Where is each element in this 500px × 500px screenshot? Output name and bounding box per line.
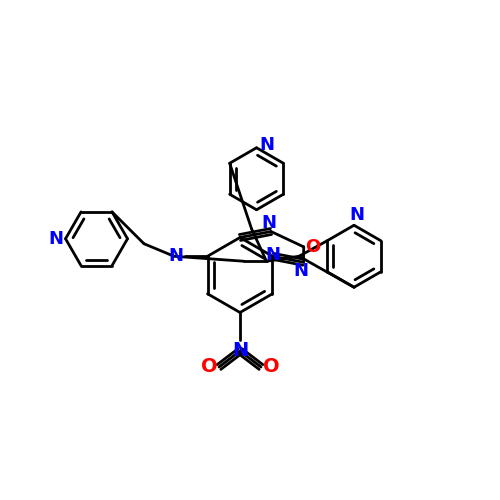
Text: N: N: [265, 246, 280, 264]
Text: N: N: [349, 206, 364, 224]
Text: N: N: [168, 247, 184, 265]
Text: N: N: [261, 214, 276, 232]
Text: N: N: [294, 262, 308, 280]
Text: O: O: [262, 358, 280, 376]
Text: O: O: [305, 238, 320, 256]
Text: N: N: [259, 136, 274, 154]
Text: O: O: [200, 358, 218, 376]
Text: N: N: [48, 230, 63, 248]
Text: N: N: [232, 342, 248, 360]
